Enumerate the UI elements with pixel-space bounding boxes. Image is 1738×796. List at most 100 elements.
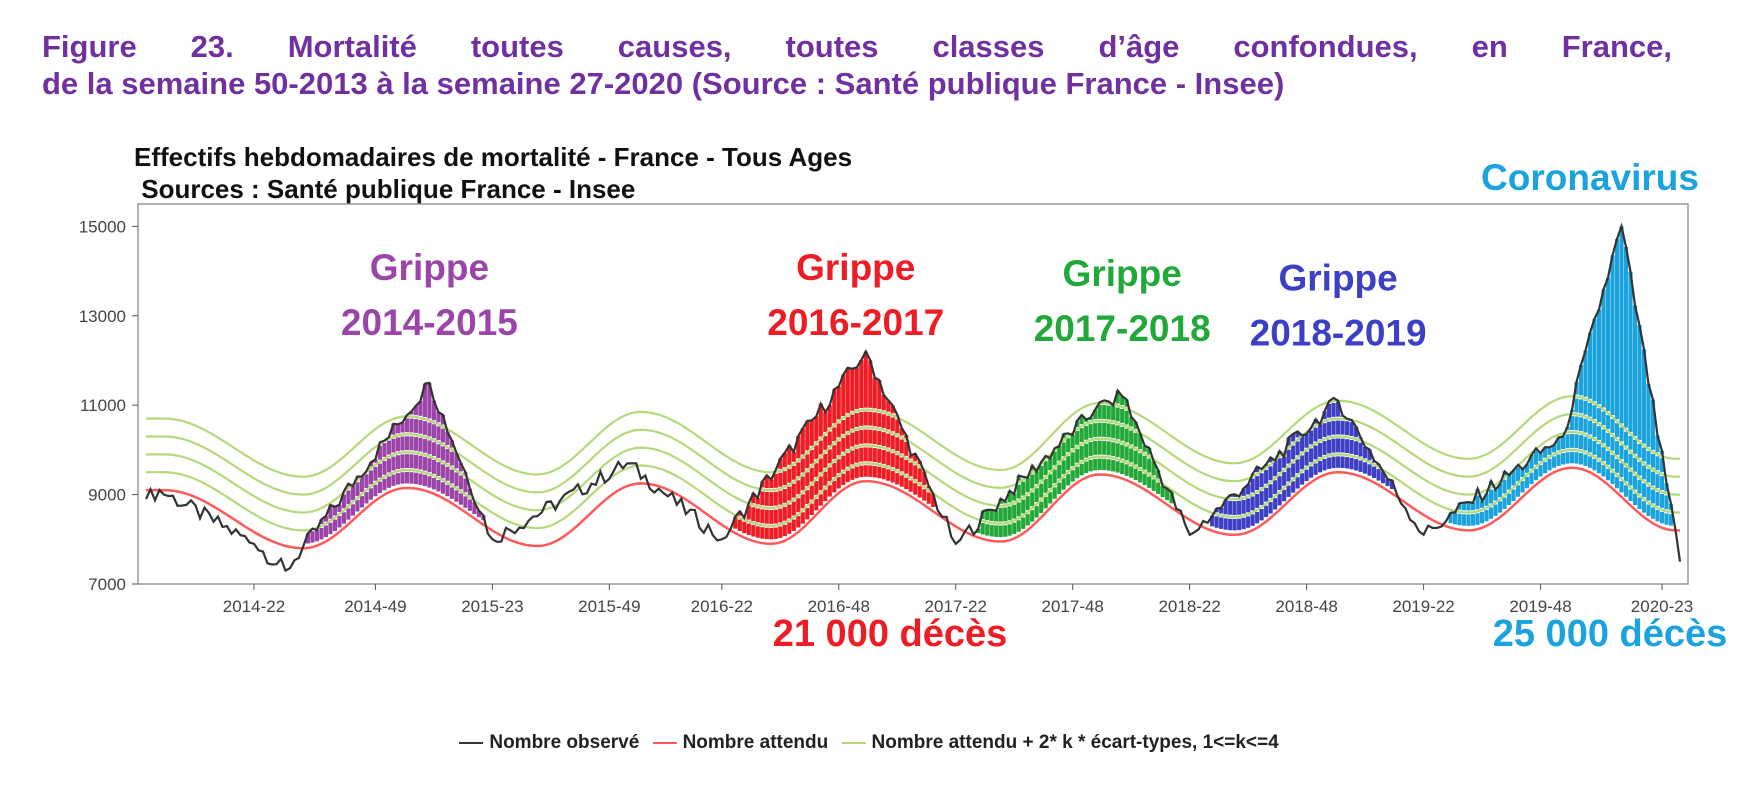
excess-bar [742, 517, 747, 534]
excess-bar [1115, 390, 1120, 473]
excess-bar [1043, 455, 1048, 509]
excess-bar [841, 374, 846, 486]
excess-bar [472, 502, 477, 515]
excess-bar [386, 437, 391, 488]
x-tick-label: 2015-23 [461, 597, 523, 616]
excess-bar [413, 405, 418, 485]
annotation-label: Grippe [796, 247, 915, 288]
excess-bar [1583, 350, 1588, 466]
excess-bar [377, 442, 382, 493]
excess-bar [1349, 420, 1354, 470]
excess-bar [1664, 483, 1669, 525]
excess-bar [827, 405, 832, 497]
excess-bar [1237, 496, 1242, 531]
excess-bar [1282, 456, 1287, 502]
chart-title: Effectifs hebdomadaires de mortalité - F… [134, 142, 852, 172]
epidemic-excess-fills [305, 226, 1674, 544]
excess-bar [1565, 426, 1570, 464]
excess-bar [1088, 417, 1093, 472]
excess-bar [359, 476, 364, 508]
annotation-label-years: 2016-2017 [767, 302, 944, 343]
excess-bar [1619, 226, 1624, 493]
excess-bar [1052, 448, 1057, 499]
excess-bar [1250, 473, 1255, 526]
y-tick-label: 11000 [80, 396, 126, 415]
annotation-label: Coronavirus [1481, 157, 1699, 198]
legend-item-observed: Nombre observé [459, 732, 639, 754]
excess-bar [449, 440, 454, 499]
excess-bar [355, 476, 360, 512]
legend-swatch-observed [459, 742, 484, 744]
x-tick-label: 2017-48 [1042, 597, 1104, 616]
excess-bar [1241, 488, 1246, 530]
threshold-lines [146, 395, 1680, 532]
excess-bar [323, 516, 329, 537]
excess-bar [1025, 477, 1030, 526]
excess-bar [1632, 305, 1638, 506]
excess-bar [737, 511, 742, 532]
x-tick-label: 2018-22 [1158, 597, 1220, 616]
excess-bar [1345, 418, 1350, 469]
x-axis: 2014-22 2014-49 2015-23 2015-49 2016-22 2016-… [223, 584, 1693, 616]
y-tick-label: 15000 [79, 217, 126, 236]
excess-bar [814, 416, 819, 511]
excess-bar [1628, 271, 1633, 501]
annotations: Grippe 2014-2015 Grippe 2016-2017 Grippe 2017… [341, 157, 1727, 655]
x-tick-label: 2016-22 [691, 597, 753, 616]
legend-item-thresholds: Nombre attendu + 2* k * écart-types, 1<=… [841, 732, 1279, 754]
excess-bar [1637, 325, 1642, 509]
excess-bar [1295, 431, 1300, 489]
excess-bar [1331, 398, 1336, 469]
excess-bar [868, 360, 873, 477]
excess-bar [1075, 420, 1080, 479]
excess-bar [1502, 471, 1507, 509]
excess-bar [1641, 349, 1647, 513]
excess-bar [1659, 450, 1665, 524]
excess-bar [1039, 462, 1044, 513]
legend-label-thresholds: Nombre attendu + 2* k * écart-types, 1<=… [871, 732, 1279, 753]
excess-bar [976, 528, 981, 534]
excess-bar [1102, 400, 1107, 471]
excess-bar [1592, 318, 1597, 471]
excess-bar [1061, 434, 1066, 490]
excess-bar [1358, 437, 1363, 472]
excess-bar [1376, 464, 1381, 481]
excess-bar [1034, 471, 1039, 518]
excess-bar [1165, 488, 1170, 501]
excess-bar [1304, 434, 1309, 482]
excess-bar [904, 435, 909, 490]
excess-bar [1066, 433, 1071, 486]
excess-bar [733, 516, 738, 529]
figure-title-line2: de la semaine 50-2013 à la semaine 27-20… [42, 66, 1285, 101]
excess-bar [337, 504, 342, 528]
excess-bar [1655, 435, 1660, 522]
x-tick-label: 2014-22 [223, 597, 285, 616]
y-tick-label: 13000 [79, 307, 126, 326]
excess-bar [1574, 381, 1579, 464]
excess-bar [319, 519, 324, 540]
excess-bar [310, 528, 315, 543]
x-tick-label: 2018-48 [1275, 597, 1337, 616]
excess-bar [346, 483, 351, 520]
x-tick-label: 2019-48 [1509, 597, 1571, 616]
excess-bar [1214, 508, 1219, 528]
excess-bar [850, 368, 855, 480]
excess-bar [854, 367, 859, 479]
excess-bar [1475, 488, 1480, 525]
excess-bar [778, 458, 783, 538]
excess-bar [1007, 490, 1012, 536]
excess-bar [1246, 484, 1251, 528]
excess-bar [755, 498, 760, 538]
excess-bar [1453, 512, 1458, 525]
excess-bar [1273, 460, 1278, 510]
excess-bar [341, 491, 347, 524]
excess-bar [1219, 508, 1224, 529]
excess-bar [1614, 238, 1620, 489]
excess-bar [418, 401, 423, 485]
threshold-line [146, 395, 1680, 478]
total-deaths-label: 25 000 décès [1493, 613, 1728, 655]
excess-bar [1479, 501, 1485, 524]
excess-bar [1138, 433, 1143, 483]
excess-bar [895, 414, 900, 485]
excess-bar [796, 435, 801, 528]
